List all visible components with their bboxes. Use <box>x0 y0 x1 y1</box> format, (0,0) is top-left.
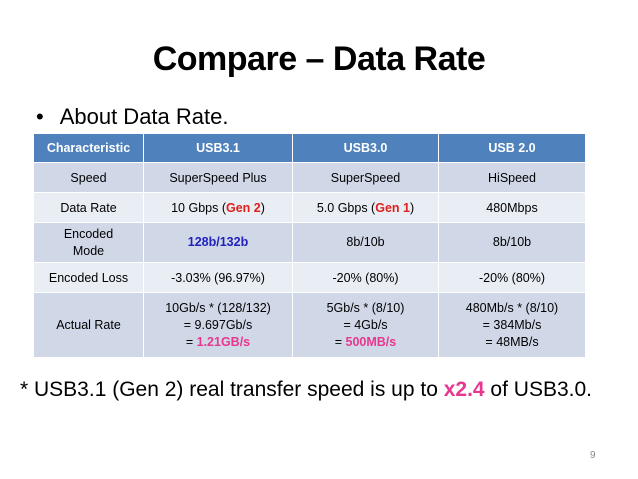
cell-usb30: SuperSpeed <box>292 162 439 193</box>
row-label: Encoded Mode <box>33 222 144 263</box>
result-highlight: 1.21GB/s <box>196 334 251 349</box>
bullet-dot-icon: • <box>36 104 44 129</box>
formula-line: = <box>334 334 346 349</box>
cell-usb31: SuperSpeed Plus <box>143 162 293 193</box>
cell-usb20: HiSpeed <box>438 162 586 193</box>
row-label: Data Rate <box>33 192 144 223</box>
page-number: 9 <box>590 450 596 461</box>
header-usb30: USB3.0 <box>292 133 439 163</box>
cell-usb20: 480Mb/s * (8/10) = 384Mb/s = 48MB/s <box>438 292 586 358</box>
result-highlight: 500MB/s <box>345 334 397 349</box>
cell-usb20: -20% (80%) <box>438 262 586 293</box>
cell-usb31: -3.03% (96.97%) <box>143 262 293 293</box>
formula-line: = 384Mb/s <box>482 317 542 332</box>
cell-text: ) <box>409 200 415 215</box>
table-row-encoded-loss: Encoded Loss -3.03% (96.97%) -20% (80%) … <box>33 262 586 293</box>
table-row-encoded-mode: Encoded Mode 128b/132b 8b/10b 8b/10b <box>33 222 586 263</box>
cell-usb31: 10 Gbps (Gen 2) <box>143 192 293 223</box>
cell-usb30: 5.0 Gbps (Gen 1) <box>292 192 439 223</box>
bullet-text: About Data Rate. <box>59 104 229 129</box>
cell-text: ) <box>260 200 265 215</box>
table-row-data-rate: Data Rate 10 Gbps (Gen 2) 5.0 Gbps (Gen … <box>33 192 586 223</box>
cell-usb30: 5Gb/s * (8/10) = 4Gb/s = 500MB/s <box>292 292 439 358</box>
formula-line: = 9.697Gb/s <box>183 317 253 332</box>
cell-usb30: 8b/10b <box>292 222 439 263</box>
cell-usb31: 128b/132b <box>143 222 293 263</box>
header-usb31: USB3.1 <box>143 133 293 163</box>
cell-usb31: 10Gb/s * (128/132) = 9.697Gb/s = 1.21GB/… <box>143 292 293 358</box>
row-label: Speed <box>33 162 144 193</box>
gen-highlight: Gen 1 <box>375 200 410 215</box>
cell-usb30: -20% (80%) <box>292 262 439 293</box>
label-line: Encoded <box>63 226 114 241</box>
table-row-speed: Speed SuperSpeed Plus SuperSpeed HiSpeed <box>33 162 586 193</box>
formula-line: = 48MB/s <box>485 334 539 349</box>
bullet-item: • About Data Rate. <box>36 104 228 130</box>
formula-line: 10Gb/s * (128/132) <box>165 300 271 315</box>
header-usb20: USB 2.0 <box>438 133 586 163</box>
table-row-actual-rate: Actual Rate 10Gb/s * (128/132) = 9.697Gb… <box>33 292 586 358</box>
header-characteristic: Characteristic <box>33 133 144 163</box>
footnote-text: * USB3.1 (Gen 2) real transfer speed is … <box>20 378 444 401</box>
formula-line: 5Gb/s * (8/10) <box>326 300 405 315</box>
formula-line: = <box>185 334 197 349</box>
row-label: Actual Rate <box>33 292 144 358</box>
cell-text: 10 Gbps ( <box>171 200 226 215</box>
cell-text: 5.0 Gbps ( <box>316 200 376 215</box>
table-header-row: Characteristic USB3.1 USB3.0 USB 2.0 <box>33 133 586 163</box>
footnote-text: of USB3.0. <box>484 378 592 401</box>
comparison-table: Characteristic USB3.1 USB3.0 USB 2.0 Spe… <box>33 133 586 358</box>
gen-highlight: Gen 2 <box>225 200 261 215</box>
slide-title: Compare – Data Rate <box>152 40 486 78</box>
cell-usb20: 8b/10b <box>438 222 586 263</box>
formula-line: = 4Gb/s <box>343 317 388 332</box>
footnote-highlight: x2.4 <box>443 378 485 401</box>
label-line: Mode <box>72 243 105 258</box>
formula-line: 480Mb/s * (8/10) <box>465 300 559 315</box>
row-label: Encoded Loss <box>33 262 144 293</box>
cell-usb20: 480Mbps <box>438 192 586 223</box>
footnote: * USB3.1 (Gen 2) real transfer speed is … <box>20 378 592 402</box>
